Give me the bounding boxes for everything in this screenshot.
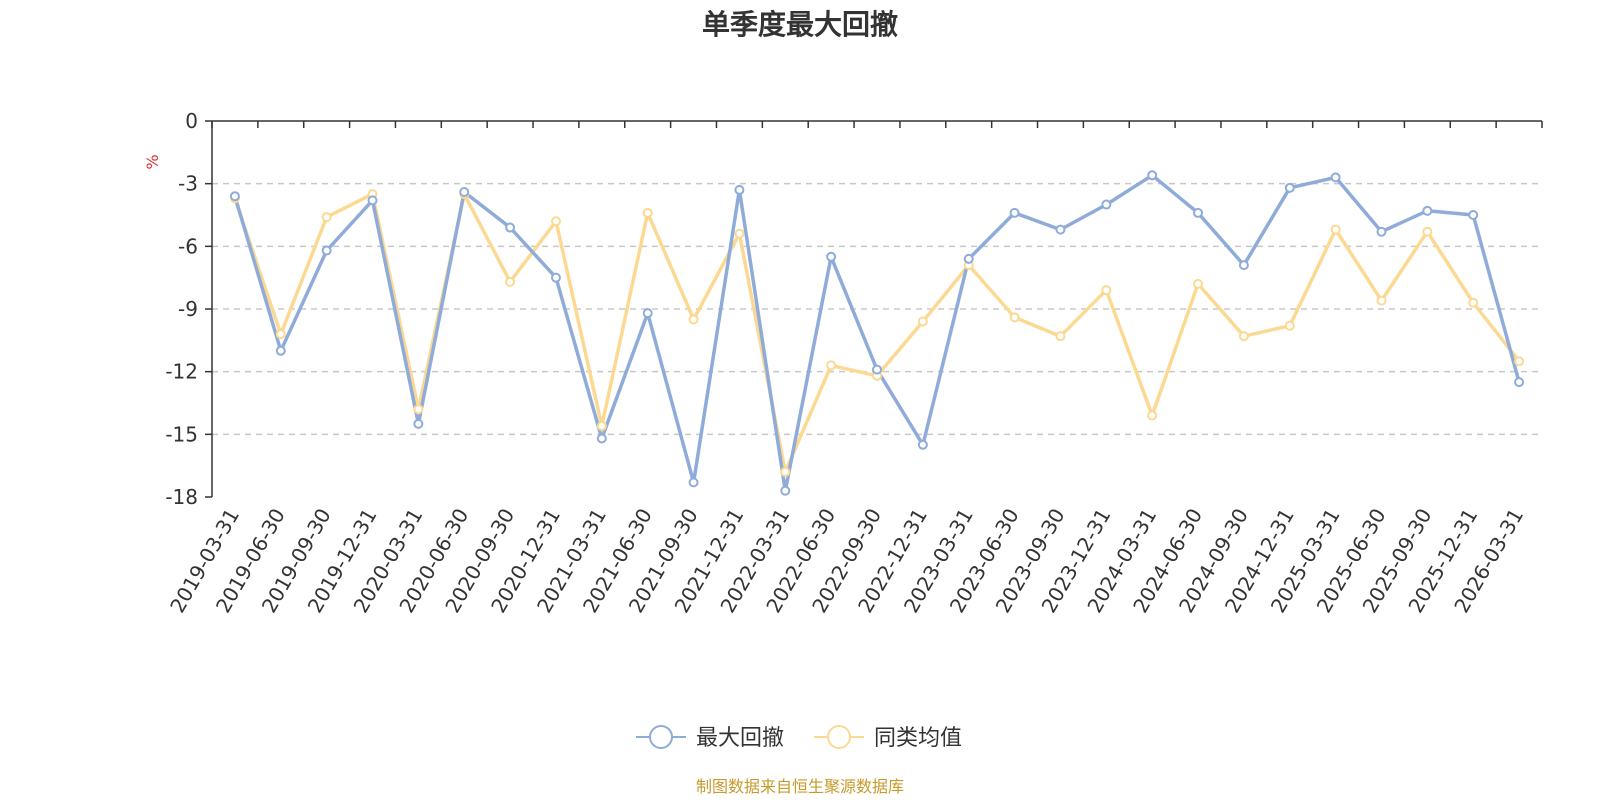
- data-point[interactable]: [917, 316, 928, 327]
- data-point[interactable]: [275, 345, 286, 356]
- series-line-2: [233, 192, 1521, 474]
- data-point[interactable]: [1330, 224, 1341, 235]
- y-tick-label: -12: [165, 360, 198, 384]
- data-point[interactable]: [872, 364, 882, 375]
- legend-label: 最大回撤: [696, 726, 784, 751]
- data-point[interactable]: [367, 195, 378, 206]
- data-point[interactable]: [1193, 278, 1204, 289]
- legend-label: 同类均值: [874, 726, 962, 751]
- data-point[interactable]: [596, 420, 607, 431]
- data-point[interactable]: [505, 222, 516, 233]
- y-tick-label: -3: [178, 172, 198, 196]
- y-tick-label: -18: [165, 485, 198, 509]
- data-point[interactable]: [734, 228, 745, 239]
- data-point[interactable]: [1514, 377, 1525, 388]
- data-point[interactable]: [1376, 226, 1387, 237]
- data-point[interactable]: [413, 418, 424, 429]
- data-point[interactable]: [550, 216, 561, 227]
- data-point[interactable]: [780, 466, 791, 477]
- data-point[interactable]: [459, 187, 470, 198]
- data-point[interactable]: [1422, 205, 1433, 216]
- data-point[interactable]: [917, 439, 928, 450]
- y-axis-unit-label: %: [143, 154, 162, 169]
- data-point[interactable]: [413, 404, 424, 415]
- data-point[interactable]: [229, 191, 240, 202]
- data-point[interactable]: [1147, 410, 1158, 421]
- data-point[interactable]: [550, 272, 561, 283]
- data-point[interactable]: [1238, 331, 1249, 342]
- series-line-1: [233, 173, 1521, 493]
- legend[interactable]: 最大回撤 同类均值: [636, 725, 962, 751]
- data-point[interactable]: [1284, 182, 1295, 193]
- data-point[interactable]: [1422, 226, 1433, 237]
- data-point[interactable]: [1376, 295, 1387, 306]
- series-lines: [229, 170, 1525, 496]
- data-point[interactable]: [642, 308, 653, 319]
- data-point[interactable]: [1101, 285, 1112, 296]
- data-point[interactable]: [1101, 199, 1112, 210]
- y-tick-label: -15: [165, 422, 198, 446]
- y-tick-labels: 0 -3 -6 -9 -12 -15 -18: [165, 109, 198, 509]
- legend-circle-icon: [827, 725, 851, 749]
- data-point[interactable]: [1468, 297, 1479, 308]
- data-point[interactable]: [596, 433, 607, 444]
- data-point[interactable]: [780, 485, 791, 496]
- data-point[interactable]: [642, 207, 653, 218]
- data-point[interactable]: [1009, 207, 1020, 218]
- y-tick-label: -6: [178, 234, 198, 258]
- data-point[interactable]: [688, 477, 699, 488]
- data-point[interactable]: [1468, 210, 1479, 220]
- axes: [205, 120, 1543, 498]
- data-point[interactable]: [1055, 224, 1066, 235]
- data-point[interactable]: [963, 253, 974, 264]
- x-tick-labels: 2019-03-312019-06-302019-09-302019-12-31…: [165, 504, 1528, 617]
- y-tick-label: 0: [185, 109, 198, 133]
- data-source-note: 制图数据来自恒生聚源数据库: [696, 777, 904, 796]
- data-point[interactable]: [1055, 331, 1066, 342]
- data-point[interactable]: [275, 329, 286, 340]
- legend-item-1[interactable]: 最大回撤: [636, 725, 784, 751]
- data-point[interactable]: [1238, 260, 1249, 271]
- data-point[interactable]: [321, 245, 332, 256]
- data-point[interactable]: [321, 212, 332, 223]
- data-point[interactable]: [1284, 320, 1295, 331]
- data-point[interactable]: [1193, 207, 1204, 218]
- data-point[interactable]: [1009, 312, 1020, 323]
- y-tick-label: -9: [178, 297, 198, 321]
- legend-circle-icon: [649, 725, 673, 749]
- data-point[interactable]: [1330, 172, 1341, 183]
- data-point[interactable]: [1514, 356, 1525, 367]
- data-point[interactable]: [826, 360, 837, 371]
- chart-title: 单季度最大回撤: [702, 8, 898, 41]
- legend-item-2[interactable]: 同类均值: [814, 725, 962, 751]
- data-point[interactable]: [688, 314, 699, 325]
- data-point[interactable]: [1147, 170, 1158, 181]
- data-point[interactable]: [826, 251, 837, 262]
- data-point[interactable]: [505, 276, 516, 287]
- data-point[interactable]: [734, 184, 745, 195]
